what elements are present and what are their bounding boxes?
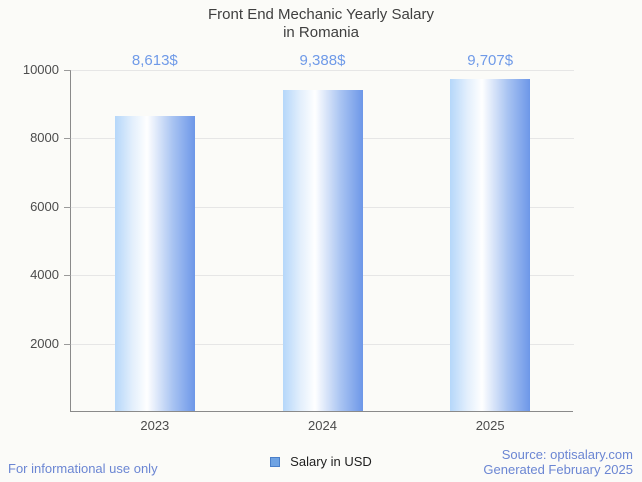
plot-area: 2000 4000 6000 8000 10000 8,613$ 2023 9,388$ 202… xyxy=(23,53,574,433)
y-tick-label: 2000 xyxy=(30,335,59,351)
y-tick-label: 8000 xyxy=(30,130,59,146)
y-tick-mark xyxy=(64,70,71,71)
footer-source-block: Source: optisalary.com Generated Februar… xyxy=(483,447,633,477)
bar-value-label: 9,388$ xyxy=(299,52,346,69)
disclaimer-text: For informational use only xyxy=(8,461,158,476)
chart-title: Front End Mechanic Yearly Salary in Roma… xyxy=(0,6,642,42)
y-tick-mark xyxy=(64,206,71,208)
source-link[interactable]: Source: optisalary.com xyxy=(501,447,633,462)
gridline xyxy=(71,70,574,71)
x-tick-label: 2025 xyxy=(475,418,505,433)
bar-value-label: 9,707$ xyxy=(467,52,514,69)
x-tick-label: 2023 xyxy=(140,418,170,433)
y-tick-label: 4000 xyxy=(30,267,59,283)
bar-2025 xyxy=(450,79,531,411)
legend-label: Salary in USD xyxy=(290,454,372,469)
legend: Salary in USD xyxy=(0,454,642,469)
y-tick-label: 6000 xyxy=(30,198,59,214)
bar-2024 xyxy=(282,89,363,411)
bar-value-label: 8,613$ xyxy=(131,52,178,69)
y-tick-mark xyxy=(64,138,71,140)
y-tick-mark xyxy=(64,275,71,277)
y-tick-label: 10000 xyxy=(22,62,59,77)
x-tick-label: 2024 xyxy=(308,418,337,433)
generated-date: Generated February 2025 xyxy=(483,462,633,477)
chart-title-line1: Front End Mechanic Yearly Salary xyxy=(208,6,434,23)
y-tick-mark xyxy=(64,343,71,345)
chart-title-line2: in Romania xyxy=(283,24,359,41)
bar-2023 xyxy=(114,116,195,411)
legend-swatch-icon xyxy=(270,456,281,467)
